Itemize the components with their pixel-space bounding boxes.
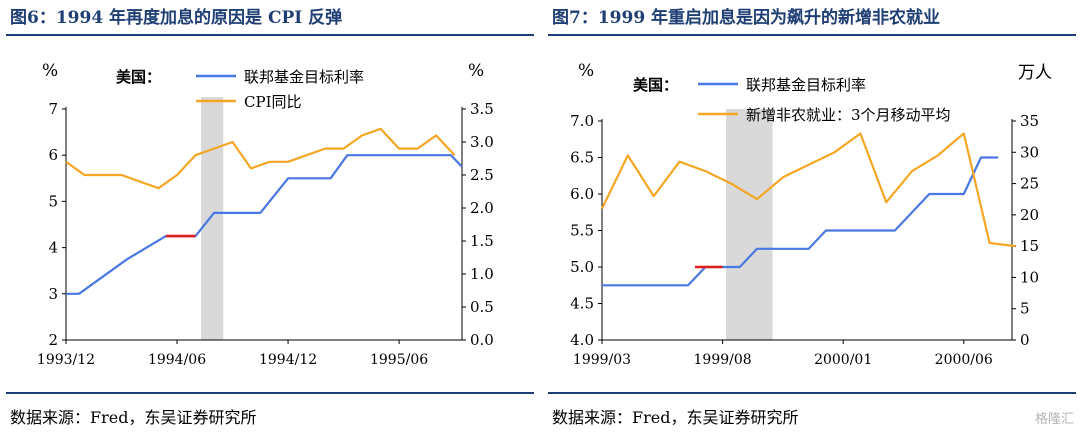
highlight-band [726,109,773,340]
x-tick-label: 1995/06 [370,352,428,368]
right-tick-label: 0 [1020,331,1030,349]
left-tick-label: 4 [48,239,58,257]
left-tick-label: 6.0 [570,185,594,203]
left-tick-label: 3 [48,285,58,303]
chart-title: 图6：1994 年再度加息的原因是 CPI 反弹 [10,8,343,28]
series-line [66,154,463,295]
right-tick-label: 1.0 [470,265,494,283]
legend-prefix: 美国： [116,68,161,86]
right-tick-label: 15 [1020,237,1039,255]
left-tick-label: 5 [48,192,58,210]
chart-title: 图7：1999 年重启加息是因为飙升的新增非农就业 [552,8,941,28]
left-unit-label: % [578,61,594,81]
right-tick-label: 35 [1020,112,1039,130]
source-bar: 数据来源：Fred，东吴证券研究所 [548,392,1076,437]
left-tick-label: 7.0 [570,112,594,130]
right-tick-label: 30 [1020,143,1039,161]
chart-panel-left: 图6：1994 年再度加息的原因是 CPI 反弹 2 3 4 5 6 7 0.0 0.5 1.0… [6,0,534,437]
x-tick-label: 2000/01 [814,352,872,368]
x-tick-label: 2000/06 [935,352,993,368]
chart-title-bar: 图7：1999 年重启加息是因为飙升的新增非农就业 [548,0,1076,36]
left-tick-label: 4.5 [570,295,594,313]
left-tick-label: 6 [48,146,58,164]
legend-label: 联邦基金目标利率 [244,68,364,86]
watermark-logo: 格隆汇 [1034,412,1074,427]
legend-label: 联邦基金目标利率 [746,76,866,94]
right-tick-label: 3.5 [470,100,494,118]
x-tick-label: 1999/08 [694,352,752,368]
x-tick-label: 1994/06 [148,352,206,368]
legend-prefix: 美国： [633,76,678,94]
right-tick-label: 1.5 [470,232,494,250]
chart-title-bar: 图6：1994 年再度加息的原因是 CPI 反弹 [6,0,534,36]
x-tick-label: 1999/03 [573,352,631,368]
left-tick-label: 5.5 [570,222,594,240]
right-tick-label: 20 [1020,206,1039,224]
right-tick-label: 0.5 [470,298,494,316]
right-tick-label: 3.0 [470,133,494,151]
right-unit-label: 万人 [1018,63,1052,83]
right-tick-label: 2.0 [470,199,494,217]
line-chart-1994: 2 3 4 5 6 7 0.0 0.5 1.0 1.5 2.0 2.5 3.0 3.5 1993/12 199… [37,61,494,368]
right-tick-label: 0.0 [470,331,494,349]
series-line [602,156,999,287]
line-chart-1999: 4.0 4.5 5.0 5.5 6.0 6.5 7.0 0 5 10 15 20 25 30 35 1999/… [570,61,1052,368]
right-tick-label: 2.5 [470,166,494,184]
right-tick-label: 5 [1020,300,1030,318]
x-tick-label: 1994/12 [259,352,317,368]
x-tick-label: 1993/12 [37,352,95,368]
source-note: 数据来源：Fred，东吴证券研究所 [552,408,799,427]
chart-panel-right: 图7：1999 年重启加息是因为飙升的新增非农就业 4.0 4.5 5.0 5.5 6.… [548,0,1076,437]
legend-label: 新增非农就业：3个月移动平均 [746,106,951,124]
left-unit-label: % [42,61,58,81]
source-note: 数据来源：Fred，东吴证券研究所 [10,408,257,427]
left-tick-label: 2 [48,331,58,349]
right-unit-label: % [468,61,484,81]
right-tick-label: 25 [1020,175,1039,193]
left-tick-label: 4.0 [570,331,594,349]
left-tick-label: 5.0 [570,258,594,276]
left-tick-label: 6.5 [570,149,594,167]
highlight-band [201,97,224,340]
left-tick-label: 7 [48,100,58,118]
right-tick-label: 10 [1020,268,1039,286]
series-line [65,127,456,190]
legend-label: CPI同比 [244,93,302,111]
series-line [601,132,1016,248]
source-bar: 数据来源：Fred，东吴证券研究所 [6,392,534,437]
